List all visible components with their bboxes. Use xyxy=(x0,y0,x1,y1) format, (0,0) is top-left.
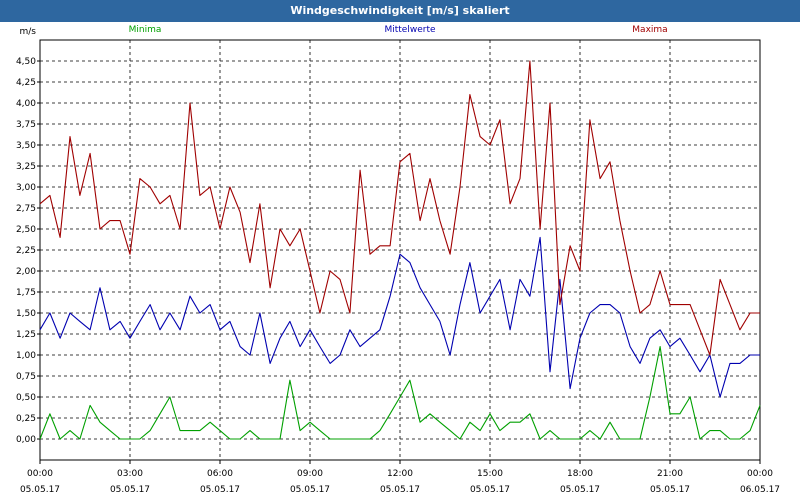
axes: 0,00 0,25 0,50 0,75 1,00 1,25 1,50 1,75 2,00 2,25… xyxy=(16,27,780,495)
series-line-maxima xyxy=(39,60,760,356)
legend-item-mittelwerte: Mittelwerte xyxy=(384,25,435,35)
y-tick-label: 4,00 xyxy=(16,99,36,109)
y-tick-label: 3,75 xyxy=(16,120,36,130)
y-tick-label: 1,75 xyxy=(16,288,36,298)
y-tick-label: 0,50 xyxy=(16,393,36,403)
legend: Minima Mittelwerte Maxima xyxy=(129,25,668,35)
chart-canvas: 0,00 0,25 0,50 0,75 1,00 1,25 1,50 1,75 2,00 2,25… xyxy=(16,25,780,495)
x-tick-label-date: 05.05.17 xyxy=(290,485,330,495)
x-tick-label-time: 03:00 xyxy=(117,469,143,479)
series-line-mittelwerte xyxy=(39,236,760,398)
y-tick-label: 4,25 xyxy=(16,78,36,88)
chart-title: Windgeschwindigkeit [m/s] skaliert xyxy=(0,0,800,22)
y-tick-label: 0,75 xyxy=(16,372,36,382)
x-tick-label-time: 15:00 xyxy=(477,469,503,479)
y-tick-label: 2,50 xyxy=(16,225,36,235)
x-tick-label-time: 18:00 xyxy=(567,469,593,479)
y-tick-label: 2,75 xyxy=(16,204,36,214)
series xyxy=(39,60,761,440)
y-tick-label: 2,00 xyxy=(16,267,36,277)
y-tick-label: 0,25 xyxy=(16,414,36,424)
x-tick-label-date: 05.05.17 xyxy=(110,485,150,495)
x-tick-label-time: 00:00 xyxy=(27,469,53,479)
y-tick-label: 3,50 xyxy=(16,141,36,151)
y-tick-label: 4,50 xyxy=(16,57,36,67)
x-tick-label-date: 05.05.17 xyxy=(380,485,420,495)
x-tick-label-time: 12:00 xyxy=(387,469,413,479)
x-tick-label-date: 05.05.17 xyxy=(200,485,240,495)
legend-item-minima: Minima xyxy=(129,25,162,35)
y-tick-label: 2,25 xyxy=(16,246,36,256)
x-tick-label-time: 00:00 xyxy=(747,469,773,479)
x-tick-label-time: 21:00 xyxy=(657,469,683,479)
y-tick-label: 1,00 xyxy=(16,351,36,361)
x-tick-label-date: 06.05.17 xyxy=(740,485,780,495)
y-tick-label: 1,50 xyxy=(16,309,36,319)
y-tick-label: 3,25 xyxy=(16,162,36,172)
y-tick-label: 0,00 xyxy=(16,435,36,445)
y-axis-label: m/s xyxy=(20,27,37,37)
x-tick-label-date: 05.05.17 xyxy=(20,485,60,495)
series-line-minima xyxy=(39,346,761,440)
x-tick-label-time: 06:00 xyxy=(207,469,233,479)
y-tick-label: 3,00 xyxy=(16,183,36,193)
y-tick-label: 1,25 xyxy=(16,330,36,340)
legend-item-maxima: Maxima xyxy=(632,25,667,35)
x-tick-label-date: 05.05.17 xyxy=(650,485,690,495)
x-tick-label-date: 05.05.17 xyxy=(470,485,510,495)
x-tick-label-date: 05.05.17 xyxy=(560,485,600,495)
x-tick-label-time: 09:00 xyxy=(297,469,323,479)
